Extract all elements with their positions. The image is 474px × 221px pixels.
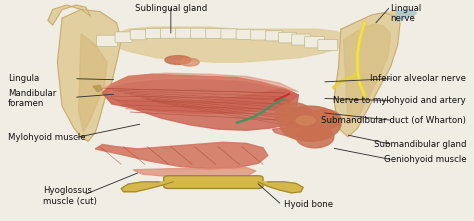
FancyBboxPatch shape <box>279 32 297 43</box>
Ellipse shape <box>308 109 341 129</box>
Text: Submandibular gland: Submandibular gland <box>374 140 466 149</box>
FancyBboxPatch shape <box>221 29 238 39</box>
Polygon shape <box>334 13 400 137</box>
Polygon shape <box>395 10 417 22</box>
Polygon shape <box>258 182 303 193</box>
Text: Inferior alveolar nerve: Inferior alveolar nerve <box>370 74 466 83</box>
FancyBboxPatch shape <box>305 36 324 48</box>
Polygon shape <box>102 89 299 130</box>
Polygon shape <box>57 10 121 141</box>
Ellipse shape <box>165 56 191 64</box>
Polygon shape <box>343 24 391 124</box>
Text: Hyoglossus
muscle (cut): Hyoglossus muscle (cut) <box>43 187 97 206</box>
Ellipse shape <box>275 103 313 127</box>
FancyBboxPatch shape <box>164 176 263 189</box>
Text: Lingula: Lingula <box>8 74 39 83</box>
Polygon shape <box>48 5 91 25</box>
Polygon shape <box>95 142 268 169</box>
Polygon shape <box>102 73 299 92</box>
Ellipse shape <box>280 106 341 141</box>
Text: Sublingual gland: Sublingual gland <box>135 4 207 13</box>
FancyBboxPatch shape <box>236 29 253 39</box>
Text: Nerve to mylohyoid and artery: Nerve to mylohyoid and artery <box>334 96 466 105</box>
Text: Mylohyoid muscle: Mylohyoid muscle <box>8 133 85 143</box>
FancyBboxPatch shape <box>206 28 223 38</box>
FancyBboxPatch shape <box>130 30 147 40</box>
Polygon shape <box>273 125 331 140</box>
FancyBboxPatch shape <box>265 31 283 41</box>
Polygon shape <box>79 34 107 132</box>
FancyBboxPatch shape <box>175 28 192 38</box>
FancyBboxPatch shape <box>292 34 311 45</box>
FancyBboxPatch shape <box>160 28 177 38</box>
Polygon shape <box>95 142 268 169</box>
FancyBboxPatch shape <box>318 40 337 51</box>
FancyBboxPatch shape <box>115 32 132 42</box>
Text: Lingual
nerve: Lingual nerve <box>391 4 422 23</box>
Polygon shape <box>93 85 102 92</box>
Polygon shape <box>379 11 414 27</box>
Text: Hyoid bone: Hyoid bone <box>284 200 333 210</box>
Text: Submandibular duct (of Wharton): Submandibular duct (of Wharton) <box>321 116 466 125</box>
Polygon shape <box>102 74 299 114</box>
Text: Geniohyoid muscle: Geniohyoid muscle <box>383 155 466 164</box>
Ellipse shape <box>296 126 334 148</box>
FancyBboxPatch shape <box>146 29 162 39</box>
Text: Mandibular
foramen: Mandibular foramen <box>8 89 56 108</box>
Polygon shape <box>133 168 256 179</box>
FancyBboxPatch shape <box>251 30 268 40</box>
FancyBboxPatch shape <box>191 28 208 38</box>
Ellipse shape <box>180 58 199 66</box>
Polygon shape <box>95 27 350 62</box>
Polygon shape <box>121 182 173 192</box>
Ellipse shape <box>296 116 315 125</box>
FancyBboxPatch shape <box>97 35 118 46</box>
